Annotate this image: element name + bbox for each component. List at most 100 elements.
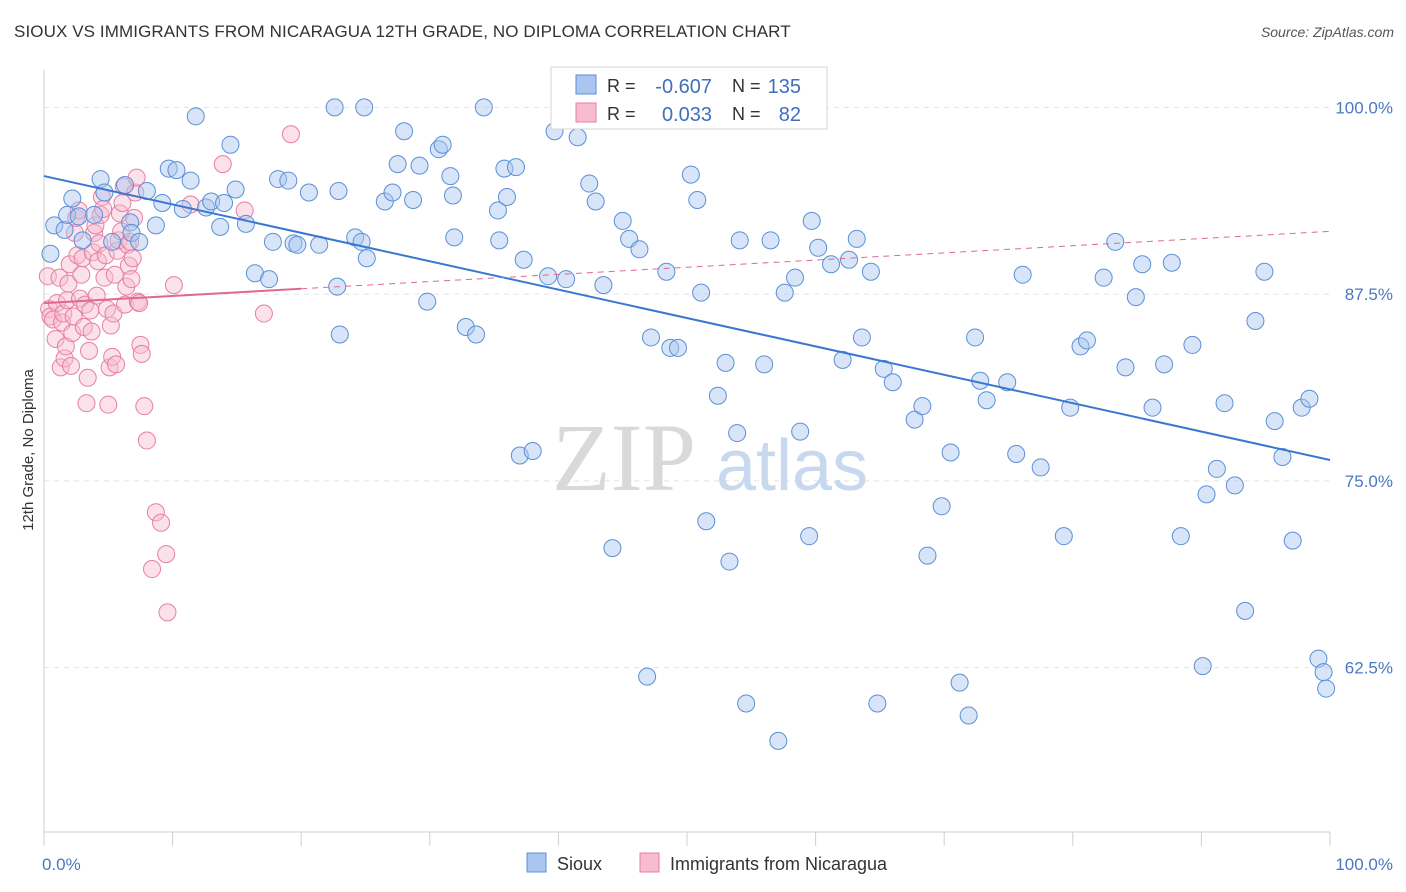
sioux-point [861, 262, 880, 281]
sioux-point [467, 325, 486, 344]
nicaragua-trend-extension [301, 230, 1331, 290]
sioux-point [959, 706, 978, 725]
sioux-point [441, 167, 460, 186]
sioux-point [388, 155, 407, 174]
nicaragua-point [158, 603, 177, 622]
nicaragua-point [110, 204, 129, 223]
sioux-point [1317, 679, 1336, 698]
sioux-point [840, 250, 859, 269]
sioux-point [63, 189, 82, 208]
nicaragua-point [213, 155, 232, 174]
watermark-zip: ZIP [552, 404, 696, 511]
sioux-point [211, 217, 230, 236]
sioux-point [260, 270, 279, 289]
y-tick-label-1: 87.5% [1345, 285, 1393, 304]
sioux-point [728, 424, 747, 443]
sioux-point [580, 174, 599, 193]
sioux-point [202, 192, 221, 211]
nicaragua-point [95, 268, 114, 287]
zipatlas-watermark: ZIP atlas [552, 404, 868, 511]
sioux-point [443, 186, 462, 205]
sioux-point [1106, 232, 1125, 251]
sioux-point [1207, 459, 1226, 478]
watermark-atlas: atlas [716, 426, 868, 506]
sioux-point [226, 180, 245, 199]
legend-r-value-sioux: -0.607 [655, 76, 712, 98]
chart-source: Source: ZipAtlas.com [1260, 24, 1394, 40]
sioux-point [236, 214, 255, 233]
sioux-point [692, 283, 711, 302]
y-tick-label-2: 75.0% [1345, 472, 1393, 491]
nicaragua-point [77, 394, 96, 413]
bottom-legend-label-nicaragua: Immigrants from Nicaragua [670, 854, 888, 874]
sioux-point [329, 182, 348, 201]
y-axis-label: 12th Grade, No Diploma [20, 368, 37, 530]
sioux-point [221, 135, 240, 154]
sioux-point [883, 373, 902, 392]
sioux-point [1255, 262, 1274, 281]
nicaragua-point [105, 265, 124, 284]
sioux-point [641, 328, 660, 347]
sioux-point [514, 250, 533, 269]
sioux-point [941, 443, 960, 462]
sioux-point [418, 292, 437, 311]
sioux-point [1215, 394, 1234, 413]
sioux-point [186, 107, 205, 126]
sioux-point [913, 397, 932, 416]
sioux-point [410, 156, 429, 175]
nicaragua-point [78, 368, 97, 387]
sioux-point [395, 122, 414, 141]
sioux-point [1236, 601, 1255, 620]
sioux-point [638, 667, 657, 686]
sioux-point [181, 171, 200, 190]
sioux-point [755, 355, 774, 374]
nicaragua-point [99, 395, 118, 414]
nicaragua-point [50, 268, 69, 287]
nicaragua-point [62, 356, 81, 375]
nicaragua-point [254, 304, 273, 323]
sioux-point [130, 232, 149, 251]
sioux-point [775, 283, 794, 302]
sioux-point [791, 422, 810, 441]
sioux-point [557, 270, 576, 289]
x-axis-tick-labels: 0.0% 100.0% [42, 855, 1393, 874]
sioux-point [998, 373, 1017, 392]
sioux-point [932, 497, 951, 516]
sioux-point [445, 228, 464, 247]
sioux-point [657, 262, 676, 281]
sioux-point [1183, 335, 1202, 354]
bottom-legend-swatch-nicaragua [639, 852, 660, 873]
sioux-point [299, 183, 318, 202]
nicaragua-point [143, 560, 162, 579]
sioux-point [681, 165, 700, 184]
sioux-point [103, 232, 122, 251]
chart-title: SIOUX VS IMMIGRANTS FROM NICARAGUA 12TH … [14, 22, 791, 41]
legend-r-label-nicaragua: R = [607, 104, 636, 124]
sioux-point [1225, 476, 1244, 495]
sioux-point [769, 731, 788, 750]
nicaragua-point [131, 335, 150, 354]
sioux-point [1193, 657, 1212, 676]
sioux-point [761, 231, 780, 250]
sioux-point [167, 161, 186, 180]
sioux-point [720, 552, 739, 571]
legend-r-value-nicaragua: 0.033 [662, 104, 712, 126]
sioux-point [950, 673, 969, 692]
legend-n-label-nicaragua: N = [732, 104, 761, 124]
nicaragua-point [114, 177, 133, 196]
legend-n-value-nicaragua: 82 [779, 104, 801, 126]
sioux-point [809, 238, 828, 257]
sioux-point [45, 216, 64, 235]
nicaragua-point [118, 235, 137, 254]
sioux-point [1133, 255, 1152, 274]
nicaragua-point [135, 397, 154, 416]
nicaragua-point [54, 304, 73, 323]
sioux-point [73, 231, 92, 250]
sioux-point [1309, 649, 1328, 668]
series-nicaragua-points [38, 125, 300, 622]
nicaragua-point [235, 201, 254, 220]
sioux-point [852, 328, 871, 347]
sioux-point [1007, 444, 1026, 463]
sioux-point [800, 527, 819, 546]
